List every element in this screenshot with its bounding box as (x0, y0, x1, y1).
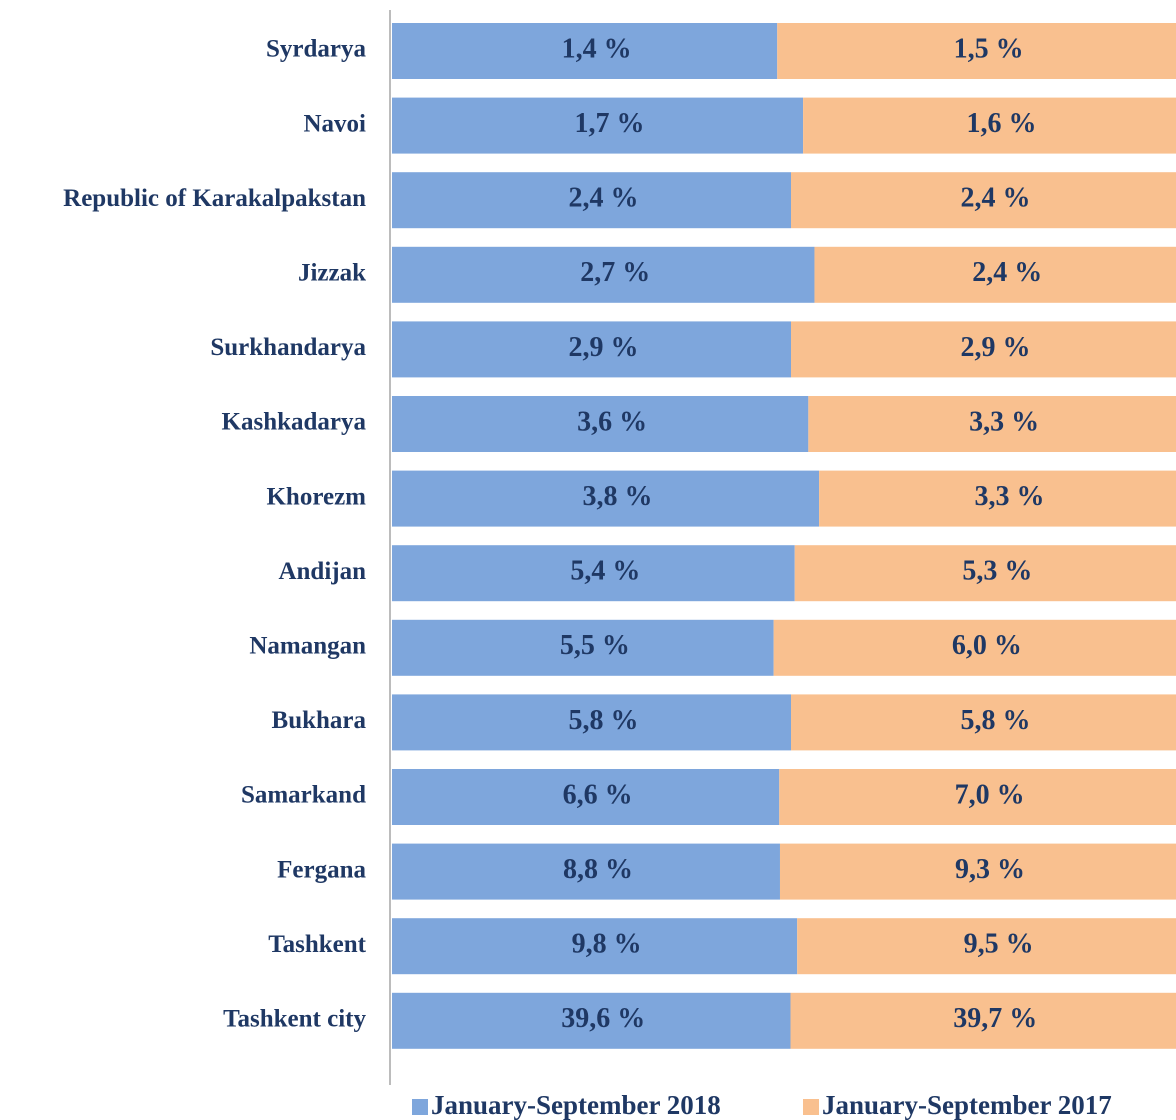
value-label: 2,4 % (569, 183, 639, 214)
bar-segment (808, 396, 1176, 452)
bar-segment (814, 246, 1176, 303)
bar-segment (392, 172, 791, 229)
bar-segment (392, 545, 795, 602)
bar-segment (773, 619, 1176, 676)
value-label: 7,0 % (955, 779, 1025, 810)
bar-segment (791, 694, 1176, 751)
bar-segment (392, 992, 791, 1049)
category-label: Syrdarya (266, 36, 367, 63)
value-label: 1,7 % (575, 108, 645, 139)
value-label: 2,9 % (961, 332, 1031, 363)
value-label: 6,0 % (952, 630, 1022, 661)
bar-segment (392, 470, 820, 527)
value-label: 2,4 % (972, 257, 1042, 288)
value-label: 5,8 % (961, 705, 1031, 736)
category-label: Bukhara (272, 707, 367, 734)
value-label: 9,8 % (572, 929, 642, 960)
category-label: Surkhandarya (210, 334, 366, 361)
bar-segment (779, 769, 1176, 825)
legend-swatch (803, 1099, 819, 1115)
category-label: Tashkent (268, 931, 366, 958)
value-label: 3,3 % (975, 481, 1045, 512)
bar-segment (392, 23, 778, 79)
legend-label: January-September 2018 (431, 1090, 721, 1120)
value-label: 1,4 % (562, 33, 632, 64)
value-label: 1,6 % (967, 108, 1037, 139)
bar-segment (803, 97, 1176, 154)
bar-segment (392, 321, 791, 378)
legend-swatch (412, 1099, 428, 1115)
category-label: Kashkadarya (222, 409, 367, 436)
bar-segment (777, 23, 1176, 79)
value-label: 3,8 % (583, 481, 653, 512)
bar-segment (392, 843, 780, 900)
bar-segment (797, 918, 1176, 975)
bar-segment (790, 992, 1176, 1049)
bar-segment (392, 97, 804, 154)
value-label: 1,5 % (954, 33, 1024, 64)
value-label: 9,5 % (964, 929, 1034, 960)
value-label: 6,6 % (563, 779, 633, 810)
category-label: Namangan (249, 633, 366, 660)
category-label: Jizzak (298, 260, 366, 287)
value-label: 8,8 % (563, 854, 633, 885)
category-label: Fergana (277, 856, 366, 883)
category-label: Khorezm (266, 483, 366, 510)
bar-segment (791, 321, 1176, 378)
bar-segment (779, 843, 1176, 900)
bar-segment (794, 545, 1176, 602)
category-label: Samarkand (241, 782, 366, 809)
bar-segment (392, 769, 780, 825)
value-label: 2,7 % (580, 257, 650, 288)
value-label: 5,5 % (560, 630, 630, 661)
value-label: 5,3 % (962, 556, 1032, 587)
bar-segment (392, 619, 774, 676)
legend-label: January-September 2017 (822, 1090, 1112, 1120)
value-label: 9,3 % (955, 854, 1025, 885)
value-label: 5,4 % (570, 556, 640, 587)
bar-segment (392, 246, 815, 303)
value-label: 39,7 % (953, 1003, 1037, 1034)
value-label: 2,9 % (569, 332, 639, 363)
bar-segment (392, 918, 798, 975)
value-label: 39,6 % (561, 1003, 645, 1034)
category-label: Andijan (278, 558, 366, 585)
category-label: Tashkent city (223, 1006, 366, 1033)
value-label: 2,4 % (961, 183, 1031, 214)
bar-segment (392, 396, 809, 452)
category-label: Republic of Karakalpakstan (63, 185, 366, 212)
value-label: 3,3 % (969, 406, 1039, 437)
bar-segment (392, 694, 791, 751)
value-label: 5,8 % (569, 705, 639, 736)
category-label: Navoi (304, 110, 367, 137)
bar-segment (819, 470, 1176, 527)
bar-segment (791, 172, 1176, 229)
value-label: 3,6 % (577, 406, 647, 437)
